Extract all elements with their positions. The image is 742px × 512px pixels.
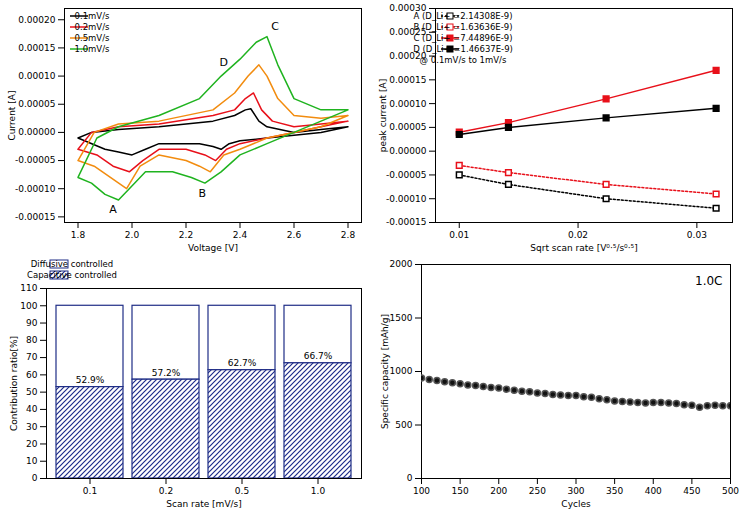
svg-text:0.00005: 0.00005 — [18, 99, 55, 109]
svg-text:B (D_Li+ =1.63636E-9): B (D_Li+ =1.63636E-9) — [414, 22, 513, 32]
svg-text:250: 250 — [529, 486, 546, 496]
svg-text:20: 20 — [26, 439, 38, 449]
svg-text:Sqrt scan rate [V⁰·⁵/s⁰·⁵]: Sqrt scan rate [V⁰·⁵/s⁰·⁵] — [530, 243, 637, 253]
svg-text:300: 300 — [567, 486, 584, 496]
svg-text:1.0C: 1.0C — [695, 274, 722, 288]
svg-text:-0.00010: -0.00010 — [386, 194, 427, 204]
svg-text:C (D_Li+ =7.44896E-9): C (D_Li+ =7.44896E-9) — [413, 33, 512, 43]
svg-text:C: C — [271, 20, 279, 33]
svg-text:0.1mV/s: 0.1mV/s — [75, 11, 110, 21]
svg-text:0.00020: 0.00020 — [18, 15, 55, 25]
svg-text:0.2mV/s: 0.2mV/s — [75, 22, 110, 32]
svg-text:1.0mV/s: 1.0mV/s — [75, 44, 110, 54]
svg-text:Contribution ratio[%]: Contribution ratio[%] — [9, 336, 19, 431]
svg-text:10: 10 — [26, 456, 38, 466]
svg-text:A: A — [109, 203, 117, 216]
svg-text:100: 100 — [413, 486, 430, 496]
svg-text:A (D_Li+ =2.14308E-9): A (D_Li+ =2.14308E-9) — [414, 11, 513, 21]
svg-text:0.00020: 0.00020 — [389, 50, 427, 61]
svg-text:2.4: 2.4 — [233, 230, 248, 240]
svg-text:-0.00015: -0.00015 — [15, 212, 55, 222]
svg-text:40: 40 — [26, 404, 38, 414]
svg-text:1.8: 1.8 — [71, 230, 86, 240]
svg-text:100: 100 — [20, 301, 37, 311]
svg-text:30: 30 — [26, 422, 38, 432]
svg-text:57.2%: 57.2% — [152, 368, 181, 378]
svg-text:2.2: 2.2 — [179, 230, 193, 240]
svg-text:0.03: 0.03 — [687, 230, 707, 240]
svg-text:70: 70 — [26, 352, 38, 362]
svg-text:Current [A]: Current [A] — [7, 91, 17, 141]
svg-text:0.00025: 0.00025 — [389, 27, 427, 38]
svg-text:52.9%: 52.9% — [76, 375, 105, 385]
svg-text:0.00010: 0.00010 — [389, 98, 426, 108]
svg-text:0.1: 0.1 — [83, 486, 97, 496]
svg-text:D: D — [220, 56, 228, 69]
svg-text:-0.00005: -0.00005 — [386, 170, 426, 180]
svg-text:1.0: 1.0 — [311, 486, 326, 496]
svg-text:0.00015: 0.00015 — [389, 75, 426, 85]
svg-text:Capacitive controlled: Capacitive controlled — [27, 270, 117, 280]
svg-text:0.00015: 0.00015 — [18, 43, 55, 53]
svg-text:0.00000: 0.00000 — [18, 127, 55, 137]
svg-text:2.8: 2.8 — [341, 230, 356, 240]
svg-text:200: 200 — [490, 486, 507, 496]
svg-text:1000: 1000 — [390, 366, 413, 376]
svg-text:60: 60 — [26, 370, 38, 380]
svg-text:0.00005: 0.00005 — [389, 122, 426, 132]
svg-text:0.5mV/s: 0.5mV/s — [75, 33, 110, 43]
svg-text:66.7%: 66.7% — [304, 351, 333, 361]
svg-text:Diffusive controlled: Diffusive controlled — [31, 259, 113, 269]
svg-text:80: 80 — [26, 335, 38, 345]
svg-text:2000: 2000 — [390, 259, 413, 269]
svg-text:Specific capacity [mAh/g]: Specific capacity [mAh/g] — [380, 314, 390, 429]
svg-text:350: 350 — [606, 486, 623, 496]
svg-text:2.6: 2.6 — [287, 230, 302, 240]
svg-text:@ 0.1mV/s to 1mV/s: @ 0.1mV/s to 1mV/s — [420, 55, 507, 65]
svg-text:50: 50 — [26, 387, 38, 397]
svg-text:450: 450 — [683, 486, 700, 496]
svg-text:peak current [A]: peak current [A] — [378, 79, 388, 152]
svg-text:2.0: 2.0 — [125, 230, 140, 240]
svg-text:0.2: 0.2 — [159, 486, 173, 496]
svg-text:90: 90 — [26, 318, 38, 328]
svg-text:D (D_Li+ =1.46637E-9): D (D_Li+ =1.46637E-9) — [413, 44, 513, 54]
svg-text:-0.00015: -0.00015 — [386, 217, 426, 227]
svg-text:0.00000: 0.00000 — [389, 146, 426, 156]
svg-text:150: 150 — [452, 486, 469, 496]
svg-text:62.7%: 62.7% — [228, 358, 257, 368]
svg-text:0.5: 0.5 — [235, 486, 249, 496]
svg-text:Scan rate [mV/s]: Scan rate [mV/s] — [166, 499, 242, 509]
svg-text:-0.00005: -0.00005 — [15, 155, 55, 165]
svg-text:0: 0 — [407, 473, 413, 483]
svg-text:0.00010: 0.00010 — [18, 71, 55, 81]
svg-text:0.01: 0.01 — [449, 230, 469, 240]
svg-text:400: 400 — [645, 486, 662, 496]
svg-text:-0.00010: -0.00010 — [15, 184, 56, 194]
svg-text:Voltage [V]: Voltage [V] — [188, 243, 238, 253]
svg-text:500: 500 — [395, 420, 412, 430]
svg-text:Cycles: Cycles — [561, 499, 591, 509]
svg-text:0: 0 — [32, 473, 38, 483]
svg-text:0.00030: 0.00030 — [389, 3, 427, 14]
svg-text:B: B — [198, 187, 206, 200]
svg-text:110: 110 — [20, 283, 37, 293]
svg-text:0.02: 0.02 — [568, 230, 588, 240]
svg-text:500: 500 — [722, 486, 739, 496]
svg-text:1500: 1500 — [390, 313, 413, 323]
